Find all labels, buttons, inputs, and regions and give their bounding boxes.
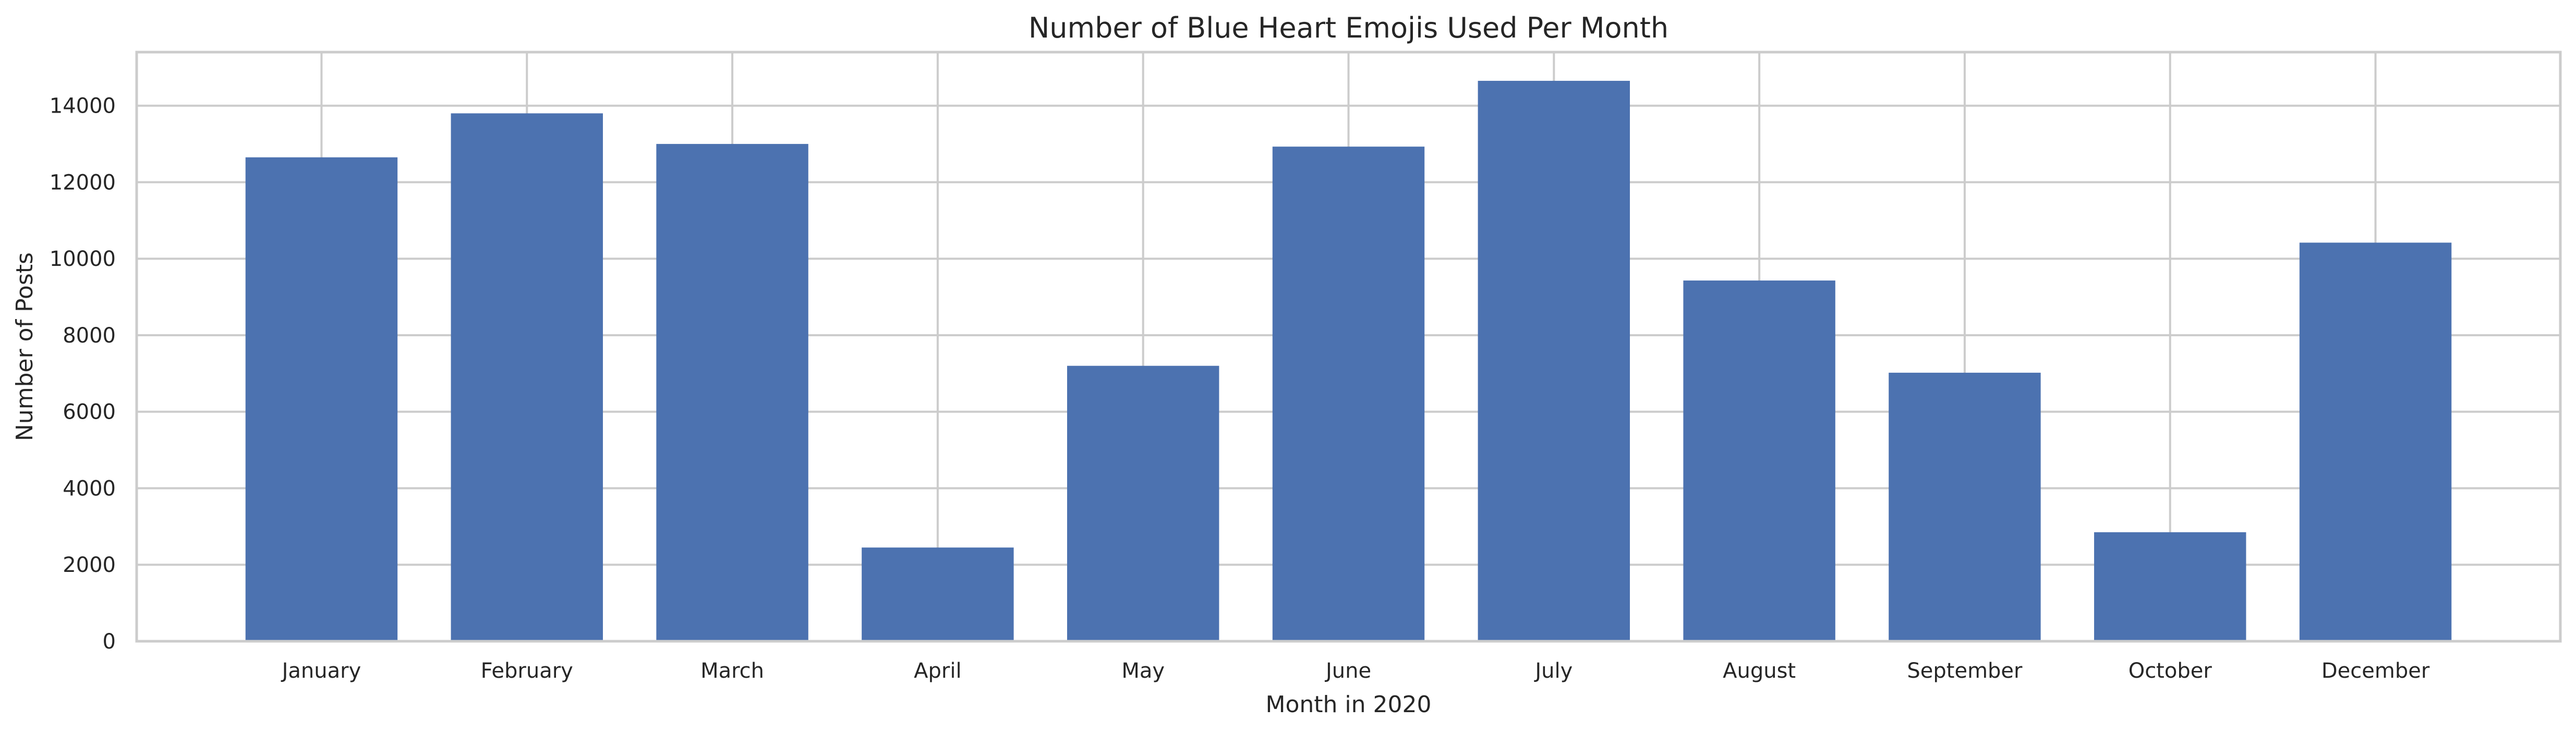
x-tick-label: June [1324, 659, 1371, 683]
x-tick-label: February [481, 659, 573, 683]
bars [245, 81, 2452, 642]
bar-april [862, 547, 1014, 641]
x-tick-label: August [1723, 659, 1796, 683]
y-tick-label: 2000 [63, 553, 116, 577]
x-tick-label: April [914, 659, 961, 683]
x-tick-label: May [1121, 659, 1165, 683]
y-axis-ticks: 0 2000 4000 6000 8000 10000 12000 14000 [50, 94, 116, 654]
bar-march [656, 144, 808, 641]
bar-july [1478, 81, 1630, 641]
bar-august [1683, 280, 1835, 641]
y-tick-label: 6000 [63, 400, 116, 424]
bar-may [1067, 365, 1219, 641]
plot-frame [135, 51, 2562, 643]
y-tick-label: 12000 [50, 170, 116, 194]
x-axis-label: Month in 2020 [1266, 691, 1432, 718]
x-tick-label: September [1907, 659, 2023, 683]
y-axis-label: Number of Posts [11, 252, 38, 441]
bar-june [1272, 146, 1425, 642]
x-tick-label: March [700, 659, 764, 683]
x-tick-label: December [2321, 659, 2430, 683]
y-tick-label: 8000 [63, 324, 116, 348]
y-tick-label: 0 [103, 630, 116, 654]
y-tick-label: 10000 [50, 247, 116, 271]
bar-january [245, 157, 398, 641]
x-tick-label: January [281, 659, 361, 683]
x-axis-ticks: January February March April May June July Augu… [281, 659, 2430, 683]
chart-title: Number of Blue Heart Emojis Used Per Mon… [1029, 11, 1668, 44]
x-tick-label: July [1533, 659, 1573, 683]
bar-february [451, 113, 603, 642]
bar-september [1889, 372, 2041, 641]
y-tick-label: 4000 [63, 477, 116, 500]
x-tick-label: October [2128, 659, 2212, 683]
bar-december [2299, 242, 2452, 641]
bar-october [2094, 532, 2246, 641]
y-tick-label: 14000 [50, 94, 116, 118]
